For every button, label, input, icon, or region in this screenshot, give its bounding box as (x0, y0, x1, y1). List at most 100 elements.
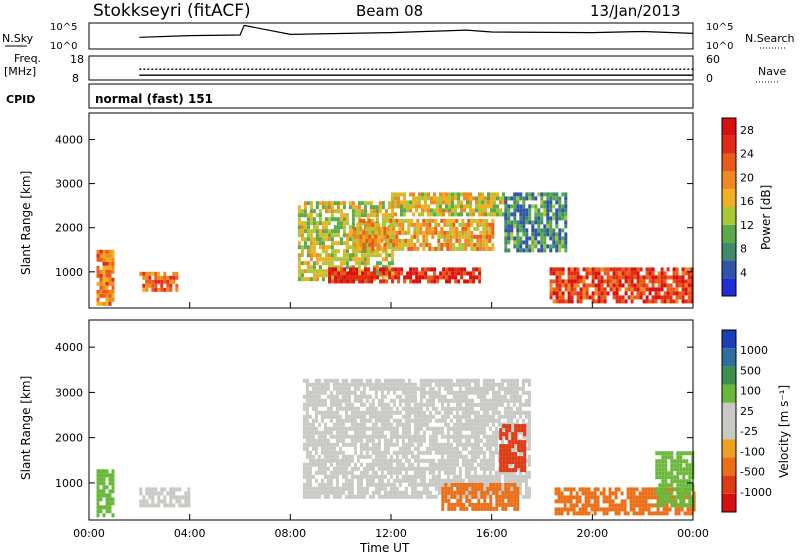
scatter-cell (395, 458, 399, 463)
scatter-cell (160, 491, 164, 496)
scatter-cell (499, 196, 502, 201)
scatter-cell (311, 462, 315, 467)
scatter-cell (440, 382, 444, 387)
scatter-cell (305, 390, 309, 395)
scatter-cell (425, 490, 429, 495)
scatter-cell (636, 291, 640, 296)
scatter-cell (324, 209, 328, 214)
scatter-cell (512, 446, 516, 451)
freq-unit-label: [MHz] (4, 65, 36, 78)
scatter-cell (392, 238, 396, 243)
scatter-cell (335, 462, 339, 467)
scatter-cell (470, 378, 474, 383)
scatter-cell (467, 426, 471, 431)
scatter-cell (306, 237, 310, 242)
scatter-cell (345, 217, 349, 222)
scatter-cell (428, 382, 432, 387)
scatter-cell (410, 394, 414, 399)
scatter-cell (99, 473, 103, 478)
scatter-cell (517, 444, 521, 449)
scatter-cell (377, 458, 381, 463)
scatter-cell (297, 233, 301, 238)
scatter-cell (474, 506, 478, 511)
scatter-cell (419, 438, 423, 443)
scatter-cell (331, 271, 335, 276)
scatter-cell (357, 273, 361, 278)
scatter-cell (660, 279, 664, 284)
scatter-cell (520, 456, 524, 461)
scatter-cell (377, 378, 381, 383)
scatter-cell (311, 406, 315, 411)
scatter-cell (517, 464, 521, 469)
scatter-cell (493, 212, 496, 217)
scatter-cell (463, 271, 467, 276)
scatter-cell (363, 265, 367, 270)
scatter-cell (503, 378, 507, 383)
scatter-cell (688, 467, 692, 472)
scatter-cell (345, 257, 349, 262)
scatter-cell (111, 281, 115, 286)
scatter-cell (389, 462, 393, 467)
scatter-cell (448, 275, 452, 280)
scatter-cell (311, 494, 315, 499)
scatter-cell (433, 200, 436, 205)
scatter-cell (507, 204, 511, 209)
scatter-cell (662, 507, 666, 512)
scatter-cell (329, 442, 333, 447)
scatter-cell (506, 378, 510, 383)
scatter-cell (666, 299, 670, 304)
scatter-cell (380, 486, 384, 491)
scatter-cell (440, 394, 444, 399)
scatter-cell (528, 196, 532, 201)
scatter-cell (148, 487, 152, 492)
scatter-cell (688, 499, 692, 504)
scatter-cell (410, 398, 414, 403)
scatter-cell (528, 192, 532, 197)
scatter-cell (681, 267, 685, 272)
scatter-cell (567, 291, 571, 296)
scatter-cell (392, 234, 396, 239)
scatter-cell (362, 486, 366, 491)
scatter-cell (467, 390, 471, 395)
scatter-cell (473, 442, 477, 447)
scatter-cell (359, 238, 363, 243)
scatter-cell (644, 503, 648, 508)
scatter-cell (353, 438, 357, 443)
scatter-cell (464, 402, 468, 407)
scatter-cell (564, 204, 568, 209)
scatter-cell (449, 434, 453, 439)
scatter-cell (470, 462, 474, 467)
scatter-cell (455, 246, 459, 251)
scatter-cell (513, 244, 517, 249)
scatter-cell (341, 398, 345, 403)
scatter-cell (452, 242, 456, 247)
scatter-cell (160, 287, 164, 292)
scatter-cell (638, 491, 642, 496)
scatter-cell (473, 402, 477, 407)
scatter-cell (96, 269, 100, 274)
scatter-cell (347, 494, 351, 499)
scatter-cell (297, 225, 301, 230)
scatter-cell (494, 398, 498, 403)
scatter-cell (428, 418, 432, 423)
scatter-cell (172, 271, 176, 276)
scatter-cell (504, 204, 508, 209)
scatter-cell (455, 414, 459, 419)
scatter-cell (148, 271, 152, 276)
scatter-cell (382, 279, 386, 284)
scatter-cell (380, 406, 384, 411)
scatter-cell (308, 486, 312, 491)
scatter-cell (505, 468, 509, 473)
scatter-cell (464, 226, 468, 231)
scatter-cell (669, 283, 673, 288)
scatter-cell (564, 248, 568, 253)
scatter-cell (629, 499, 633, 504)
scatter-cell (518, 490, 522, 495)
scatter-cell (422, 482, 426, 487)
scatter-cell (609, 283, 613, 288)
scatter-cell (655, 451, 659, 456)
scatter-cell (407, 458, 411, 463)
scatter-cell (102, 473, 106, 478)
scatter-cell (650, 487, 654, 492)
scatter-cell (312, 249, 316, 254)
